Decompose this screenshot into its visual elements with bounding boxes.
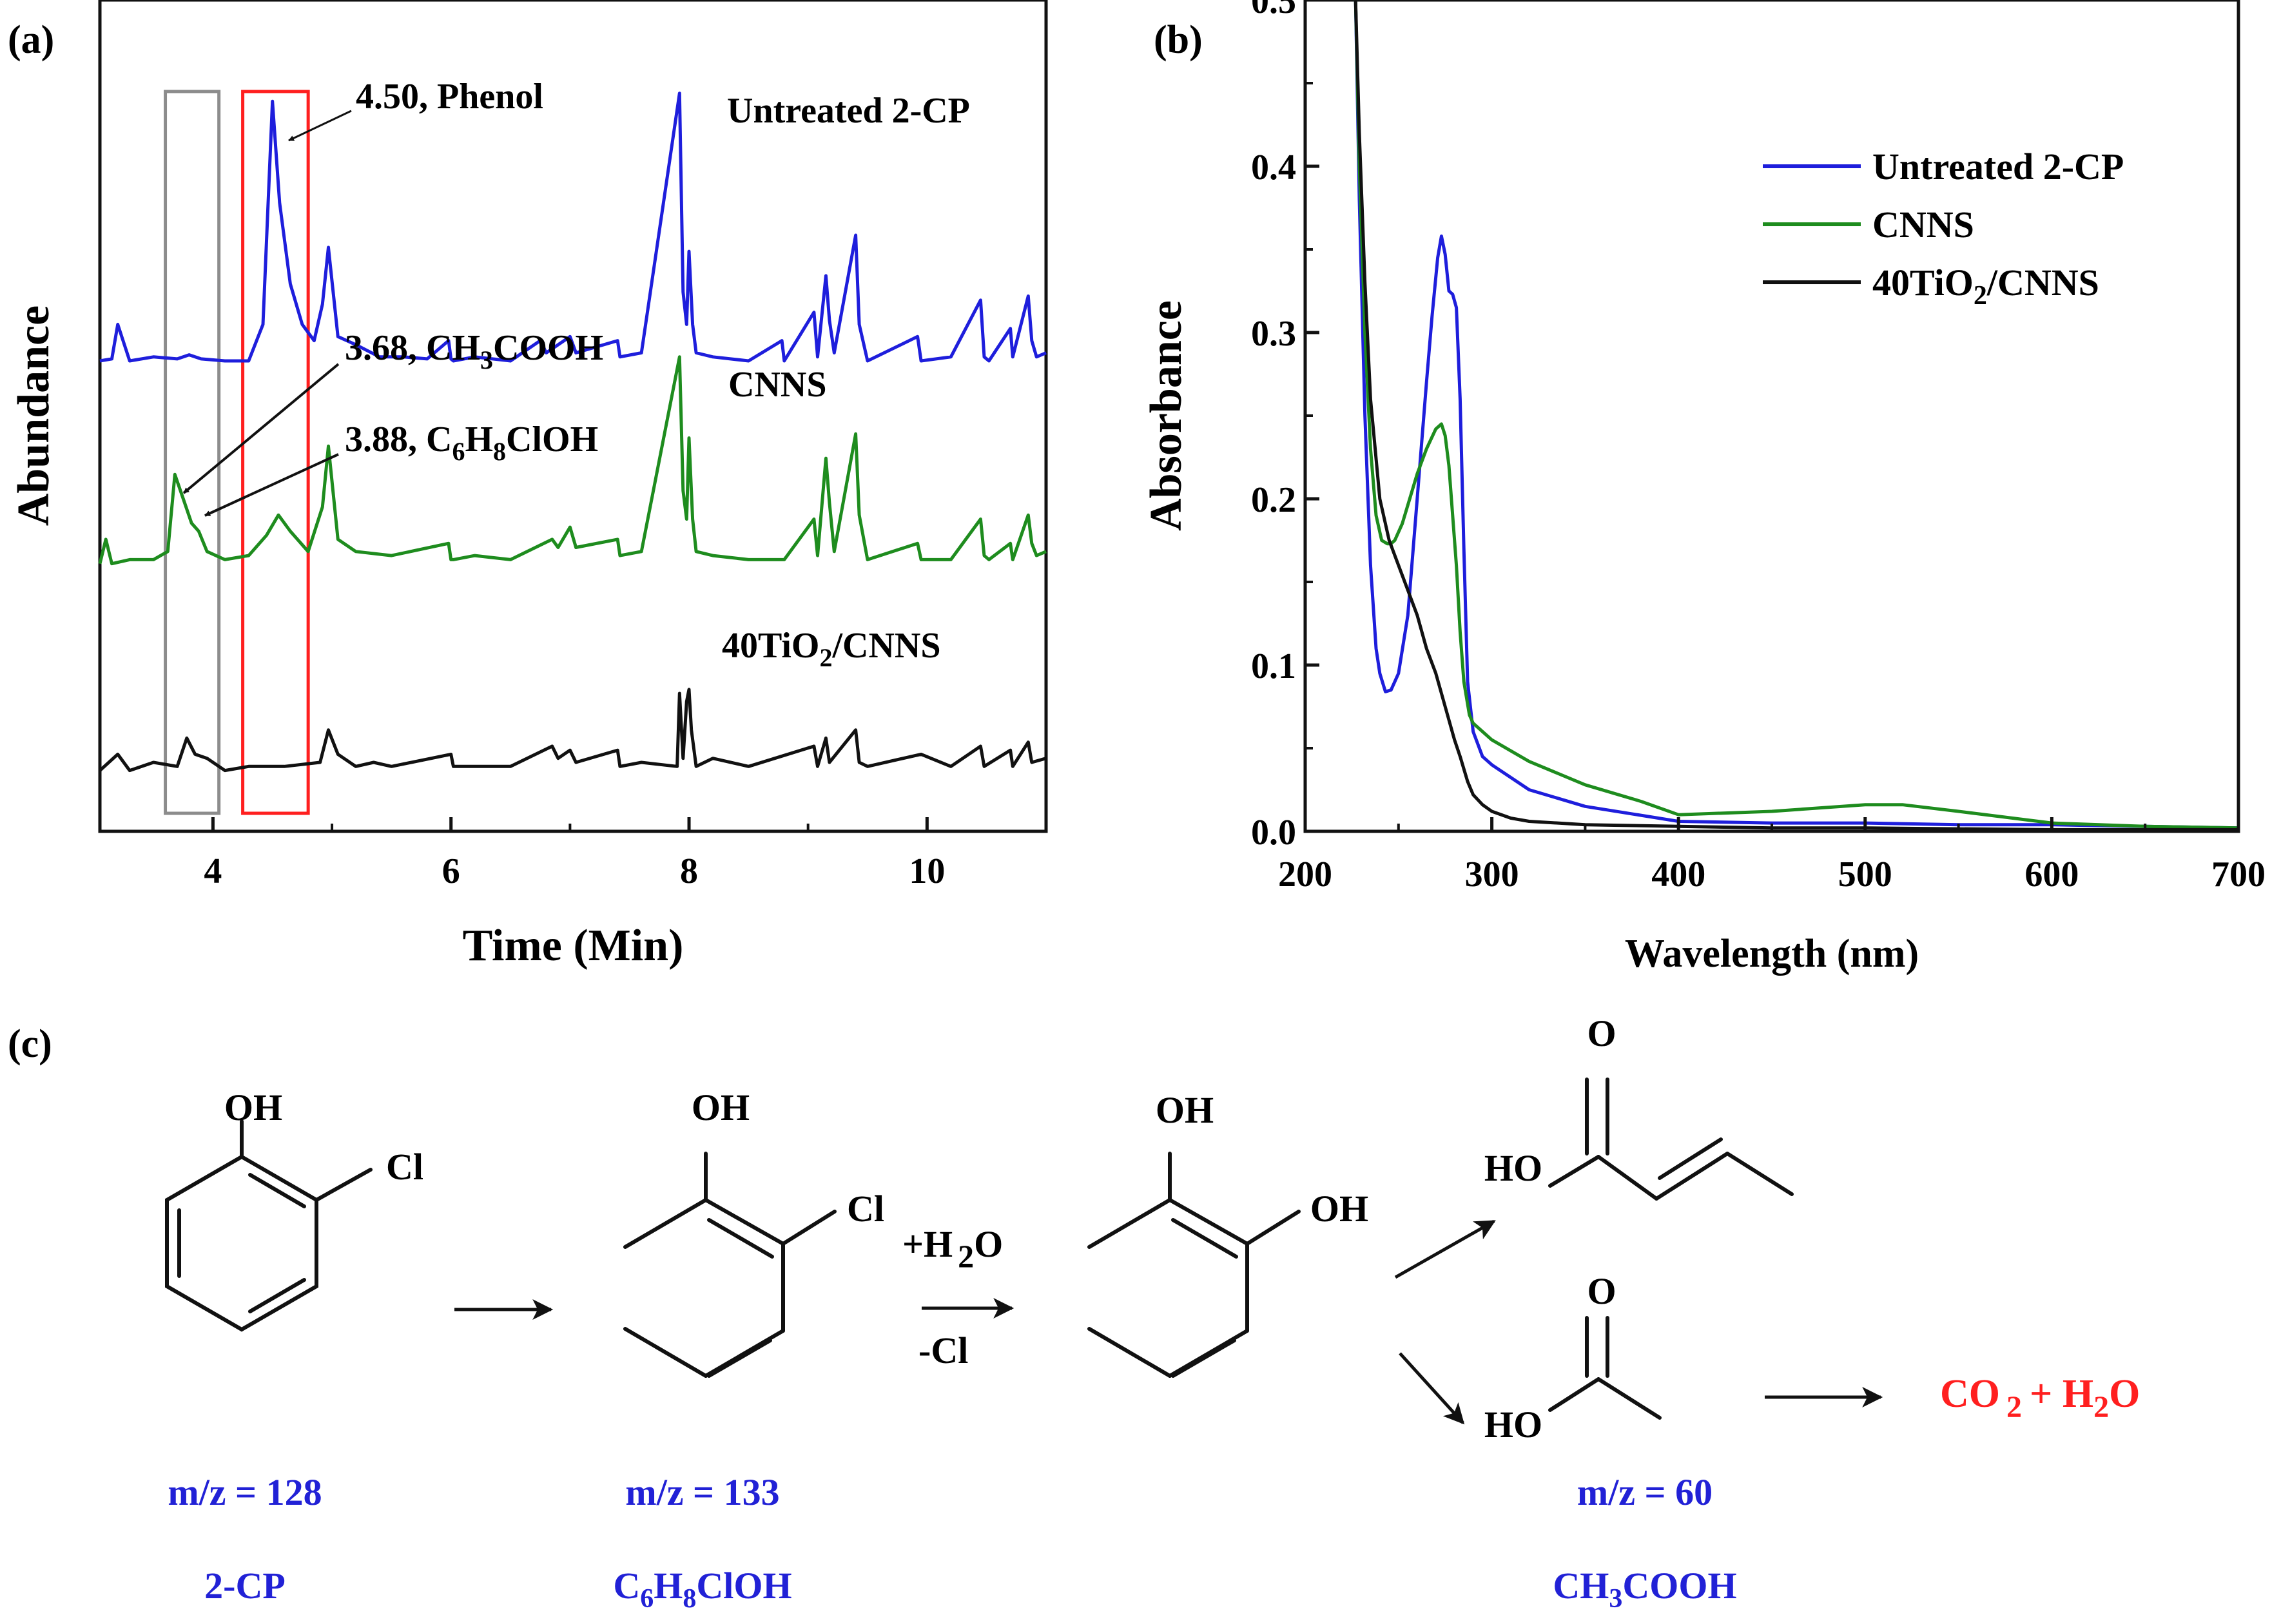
b-y-tick-label-0.5: 0.5: [1251, 0, 1296, 21]
annotation-phenol-arrow: [288, 110, 352, 142]
label-o-acetic: O: [1587, 1270, 1616, 1312]
name-acetic: CH3COOH: [1553, 1565, 1736, 1614]
b-y-tick-label-0: 0.0: [1251, 813, 1296, 853]
label-ho-crotonic: HO: [1484, 1147, 1542, 1189]
b-x-tick-label-700: 700: [2211, 855, 2266, 894]
highlight-box-gray: [164, 90, 221, 815]
x-tick-label-4: 4: [204, 851, 222, 891]
x-tick-label-10: 10: [909, 851, 945, 891]
molecule-diol: [1087, 1152, 1301, 1378]
x-tick-label-6: 6: [442, 851, 460, 891]
x-axis-ticks-b: 200 300 400 500 600 700: [1278, 817, 2266, 894]
y-axis-ticks-b: 0.0 0.1 0.2 0.3 0.4 0.5: [1251, 0, 1319, 853]
label-oh-3b: OH: [1310, 1188, 1368, 1230]
panel-b-uv-vis: (b) 200 300 400 500 600 700 0.00.10.20.30.40.…: [1141, 0, 2266, 976]
b-x-tick-label-400: 400: [1651, 855, 1705, 894]
molecule-acetic-acid: [1548, 1316, 1662, 1420]
b-y-tick-label-0.4: 0.4: [1251, 148, 1296, 188]
annotation-phenol: 4.50, Phenol: [356, 77, 543, 117]
b-x-tick-label-300: 300: [1465, 855, 1519, 894]
b-x-tick-label-200: 200: [1278, 855, 1332, 894]
molecule-2-chlorophenol: [165, 1119, 373, 1332]
series-label-cnns: CNNS: [728, 365, 826, 405]
reaction-arrow-up: [1394, 1219, 1496, 1279]
annotation-c6h8cloh-arrow: [204, 453, 339, 517]
panel-a-frame: [98, 0, 1048, 833]
reagent-cl-loss: -Cl: [918, 1329, 968, 1371]
mz-c6h8cloh: m/z = 133: [625, 1471, 779, 1513]
b-y-tick-label-0.2: 0.2: [1251, 480, 1296, 520]
legend-label-40tio2: 40TiO2/CNNS: [1872, 262, 2099, 311]
molecule-c6h8cloh: [623, 1152, 837, 1378]
legend: Untreated 2-CP CNNS 40TiO2/CNNS: [1763, 146, 2124, 311]
label-cl-1: Cl: [386, 1146, 423, 1188]
b-x-tick-label-500: 500: [1838, 855, 1892, 894]
panel-c-label: (c): [8, 1022, 52, 1066]
annotation-c6h8cloh: 3.88, C6H8ClOH: [345, 420, 598, 466]
panel-a-chromatogram: (a) 4 6 8 10 Time (Min) Abundance Untreated…: [8, 0, 1048, 971]
legend-label-cnns: CNNS: [1872, 204, 1974, 246]
b-y-tick-label-0.1: 0.1: [1251, 646, 1296, 686]
label-o-crotonic: O: [1587, 1012, 1616, 1054]
panel-b-label: (b): [1154, 18, 1203, 62]
panel-a-label: (a): [8, 18, 54, 62]
series-line-cnns: [98, 355, 1047, 566]
highlight-box-red: [241, 90, 310, 815]
uv-line-cnns: [1354, 0, 2239, 830]
label-cl-2: Cl: [847, 1188, 884, 1230]
uv-line-untreated-2cp: [1354, 0, 2239, 830]
series-line-untreated-2cp: [99, 92, 1047, 363]
b-y-tick-label-0.3: 0.3: [1251, 314, 1296, 354]
panel-c-degradation-pathway: (c) OH Cl OH Cl +H 2O: [8, 1012, 2140, 1614]
y-axis-label-b: Absorbance: [1141, 300, 1191, 531]
series-label-40tio2-cnns: 40TiO2/CNNS: [722, 626, 941, 672]
label-oh-3a: OH: [1156, 1089, 1214, 1131]
panel-b-series: [1354, 0, 2239, 831]
final-products: CO 2 + H2O: [1940, 1372, 2140, 1424]
series-line-40tio2-cnns: [99, 688, 1047, 773]
annotation-acetic-acid: 3.68, CH3COOH: [345, 328, 603, 374]
x-axis-label: Time (Min): [463, 921, 684, 971]
uv-line-40tio2-cnns: [1354, 0, 2238, 831]
label-ho-acetic: HO: [1484, 1404, 1542, 1445]
name-c6h8cloh: C6H8ClOH: [613, 1565, 791, 1614]
x-axis-ticks: 4 6 8 10: [204, 817, 1047, 891]
reagent-water: +H 2O: [902, 1223, 1003, 1274]
mz-acetic: m/z = 60: [1577, 1471, 1713, 1513]
mz-2cp: m/z = 128: [168, 1471, 322, 1513]
label-oh-1: OH: [224, 1087, 282, 1128]
series-label-untreated: Untreated 2-CP: [727, 91, 970, 131]
b-x-tick-label-600: 600: [2024, 855, 2079, 894]
name-2cp: 2-CP: [204, 1565, 286, 1607]
label-oh-2: OH: [692, 1087, 750, 1128]
x-tick-label-8: 8: [680, 851, 698, 891]
legend-label-untreated: Untreated 2-CP: [1872, 146, 2124, 188]
y-axis-label: Abundance: [9, 305, 59, 526]
annotation-acetic-arrow: [182, 363, 340, 494]
molecule-crotonic-acid: [1548, 1078, 1794, 1201]
x-axis-label-b: Wavelength (nm): [1625, 932, 1919, 976]
reaction-arrow-down: [1399, 1352, 1465, 1425]
